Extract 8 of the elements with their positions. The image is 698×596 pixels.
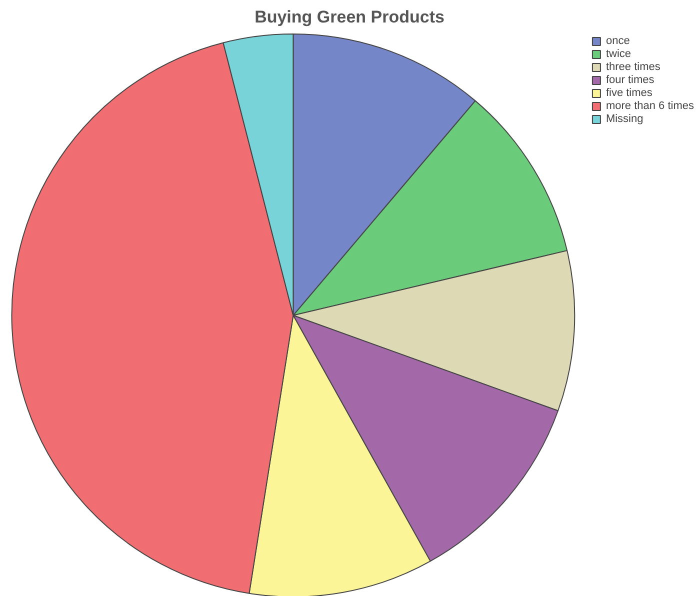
legend-label: more than 6 times (606, 100, 694, 112)
legend-label: twice (606, 48, 632, 60)
legend-label: Missing (606, 113, 644, 125)
legend-label: five times (606, 87, 652, 99)
legend-label: three times (606, 61, 660, 73)
legend-label: four times (606, 74, 654, 86)
legend-label: once (606, 35, 630, 47)
chart-title: Buying Green Products (254, 8, 444, 26)
